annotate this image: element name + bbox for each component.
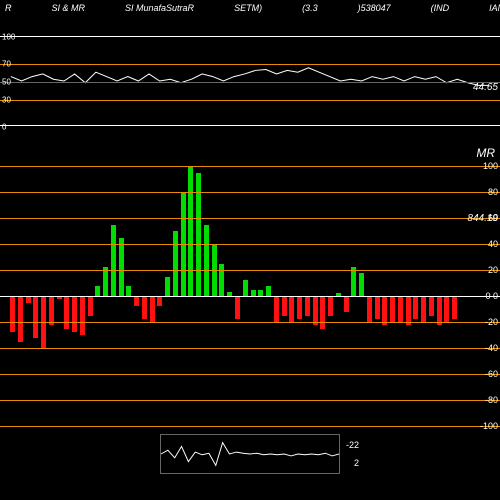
mr-axis-20: 20 bbox=[488, 265, 498, 275]
mr-grid--80 bbox=[0, 400, 500, 401]
mr-bar bbox=[421, 296, 426, 322]
mr-bar bbox=[313, 296, 318, 325]
hdr-6: (IND bbox=[431, 3, 450, 13]
mr-grid--20 bbox=[0, 322, 500, 323]
mr-bar bbox=[126, 286, 131, 296]
mr-bar bbox=[119, 238, 124, 297]
rsi-grid-70 bbox=[0, 64, 500, 65]
rsi-panel: 100705030044.65 bbox=[0, 36, 500, 126]
mr-title: MR bbox=[476, 146, 495, 160]
mr-bar bbox=[95, 286, 100, 296]
mr-bar bbox=[367, 296, 372, 322]
mr-grid-100 bbox=[0, 166, 500, 167]
mr-grid-60 bbox=[0, 218, 500, 219]
mini-label-2: 2 bbox=[354, 458, 359, 468]
mr-axis--80: -80 bbox=[485, 395, 498, 405]
mr-bar bbox=[165, 277, 170, 297]
mr-bar bbox=[390, 296, 395, 322]
mr-bar bbox=[266, 286, 271, 296]
mr-bar bbox=[10, 296, 15, 332]
mr-panel: MR 100806040200 0-20-40-60-80-100844.19 bbox=[0, 166, 500, 426]
mr-value: 844.19 bbox=[467, 213, 498, 224]
mr-bar bbox=[320, 296, 325, 329]
mr-bar bbox=[88, 296, 93, 316]
mr-grid--40 bbox=[0, 348, 500, 349]
header: R SI & MR SI MunafaSutraR SETM) (3.3 )53… bbox=[0, 0, 500, 16]
mr-bar bbox=[406, 296, 411, 325]
rsi-line bbox=[0, 37, 500, 125]
mr-bar bbox=[150, 296, 155, 322]
mr-axis--100: -100 bbox=[480, 421, 498, 431]
mini-chart: -22 2 bbox=[160, 434, 340, 474]
mr-bar bbox=[437, 296, 442, 325]
mr-bar bbox=[444, 296, 449, 322]
mr-grid-0 bbox=[0, 296, 500, 297]
mr-bar bbox=[80, 296, 85, 335]
mini-label-1: -22 bbox=[346, 440, 359, 450]
mr-bar bbox=[297, 296, 302, 319]
mr-grid-80 bbox=[0, 192, 500, 193]
rsi-label-50: 50 bbox=[2, 78, 11, 87]
rsi-label-70: 70 bbox=[2, 60, 11, 69]
mr-bar bbox=[134, 296, 139, 306]
mr-grid-20 bbox=[0, 270, 500, 271]
mr-axis--40: -40 bbox=[485, 343, 498, 353]
mr-bar bbox=[157, 296, 162, 306]
mr-bar bbox=[204, 225, 209, 297]
mr-grid--60 bbox=[0, 374, 500, 375]
mr-bar bbox=[344, 296, 349, 312]
rsi-grid-30 bbox=[0, 100, 500, 101]
mr-bar bbox=[72, 296, 77, 332]
mr-bar bbox=[382, 296, 387, 325]
mr-bar bbox=[274, 296, 279, 322]
hdr-0: R bbox=[5, 3, 12, 13]
mr-bar bbox=[243, 280, 248, 296]
mr-bar bbox=[64, 296, 69, 329]
mr-bar bbox=[142, 296, 147, 319]
mr-axis-40: 40 bbox=[488, 239, 498, 249]
mr-bar bbox=[289, 296, 294, 322]
rsi-label-100: 100 bbox=[2, 33, 15, 42]
hdr-4: (3.3 bbox=[302, 3, 318, 13]
mr-bar bbox=[49, 296, 54, 325]
mr-bar bbox=[111, 225, 116, 297]
mr-axis-0: 0 0 bbox=[485, 291, 498, 301]
mr-bar bbox=[33, 296, 38, 338]
mr-axis-80: 80 bbox=[488, 187, 498, 197]
hdr-2: SI MunafaSutraR bbox=[125, 3, 194, 13]
mr-bar bbox=[18, 296, 23, 342]
hdr-1: SI & MR bbox=[52, 3, 86, 13]
mr-bar bbox=[429, 296, 434, 316]
rsi-grid-50 bbox=[0, 82, 500, 83]
mr-bar bbox=[452, 296, 457, 319]
mr-axis--20: -20 bbox=[485, 317, 498, 327]
mr-bar bbox=[188, 166, 193, 296]
mr-axis-100: 100 bbox=[483, 161, 498, 171]
mr-bar bbox=[328, 296, 333, 316]
mr-axis--60: -60 bbox=[485, 369, 498, 379]
hdr-7: IAN bbox=[489, 3, 500, 13]
mr-bar bbox=[235, 296, 240, 319]
mr-bar bbox=[173, 231, 178, 296]
hdr-5: )538047 bbox=[358, 3, 391, 13]
mr-bar bbox=[398, 296, 403, 322]
rsi-last-value: 44.65 bbox=[473, 82, 498, 93]
mr-bar bbox=[375, 296, 380, 319]
mr-bar bbox=[282, 296, 287, 316]
mr-bar bbox=[351, 267, 356, 296]
mr-bar bbox=[359, 273, 364, 296]
mr-grid-40 bbox=[0, 244, 500, 245]
hdr-3: SETM) bbox=[234, 3, 262, 13]
mr-bar bbox=[413, 296, 418, 319]
mr-bar bbox=[103, 267, 108, 296]
rsi-label-30: 30 bbox=[2, 96, 11, 105]
mr-bar bbox=[219, 264, 224, 297]
mr-bar bbox=[305, 296, 310, 316]
rsi-label-0: 0 bbox=[2, 123, 6, 132]
mr-grid--100 bbox=[0, 426, 500, 427]
